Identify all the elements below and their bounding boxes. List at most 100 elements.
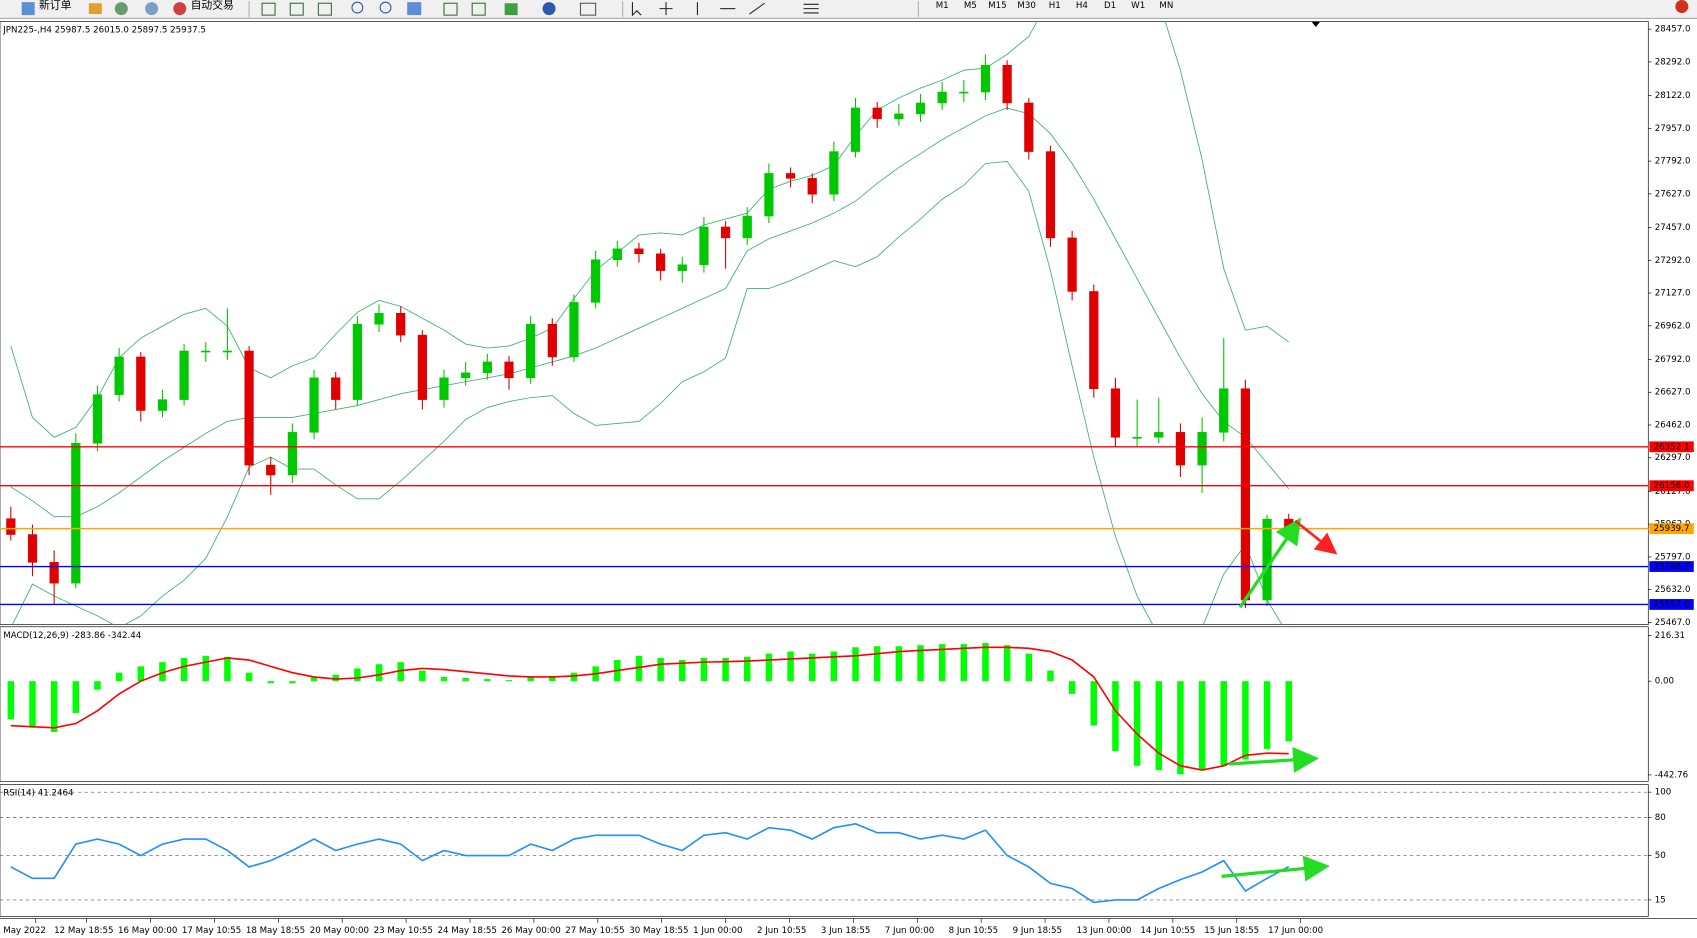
macd-bar [375, 664, 383, 682]
toolbar-icon[interactable] [471, 2, 486, 16]
annotations [1221, 517, 1338, 882]
timeframe-button[interactable]: M30 [1017, 1, 1035, 11]
macd-bar [657, 657, 664, 682]
timeframe-button[interactable]: H1 [1049, 1, 1061, 11]
x-tick-label: 16 May 00:00 [118, 926, 177, 936]
y-tick-label: 216.31 [1655, 631, 1685, 641]
timeframes: M1 M5 M15 M30 H1 H4 D1 W1 MN [936, 1, 1174, 11]
toolbar-icon[interactable] [114, 2, 128, 16]
macd-bar [462, 678, 469, 682]
macd-bar [245, 672, 253, 682]
macd-panel [0, 626, 1649, 782]
auto-trading-button[interactable]: 自动交易 [191, 0, 234, 11]
candle-body [591, 259, 601, 303]
new-order-icon[interactable] [21, 2, 35, 16]
notification-badge[interactable] [1675, 0, 1689, 13]
y-tick-label: 28122.0 [1655, 91, 1691, 101]
candle-body [1219, 388, 1229, 433]
macd-bar [1047, 670, 1054, 682]
candle-body [634, 248, 644, 255]
band-lower [11, 161, 1283, 625]
zoom-out-icon[interactable] [379, 1, 392, 14]
y-tick-label: 27127.0 [1655, 289, 1691, 299]
rsi-panel [0, 784, 1649, 917]
candle-body [136, 356, 146, 411]
macd-bar [1155, 681, 1163, 771]
x-tick-label: 13 Jun 00:00 [1076, 926, 1131, 936]
candle-body [92, 394, 103, 444]
y-tick-label: 27627.0 [1655, 189, 1691, 199]
x-tick-label: 3 Jun 18:55 [821, 926, 870, 936]
timeframe-button[interactable]: M5 [964, 1, 977, 11]
toolbar-bg [0, 0, 1697, 19]
macd-bar [982, 643, 989, 682]
x-tick-label: 2 Jun 10:55 [757, 926, 806, 936]
price-level-tag [1649, 523, 1694, 535]
price-level-label: 26352.1 [1654, 442, 1690, 452]
x-tick-label: 7 Jun 00:00 [885, 926, 934, 936]
band-upper [10, 21, 1289, 438]
candle-body [720, 226, 731, 239]
timeframe-button[interactable]: H4 [1076, 1, 1089, 11]
macd-bar [354, 668, 361, 682]
indicators-icon[interactable] [504, 3, 518, 16]
main-panel [0, 21, 1649, 625]
candle-body [114, 356, 124, 395]
macd-bar [830, 651, 838, 682]
auto-trading-icon[interactable] [173, 2, 187, 16]
macd-bar [115, 672, 123, 682]
macd-bar [1068, 681, 1076, 694]
candle-body [287, 432, 298, 476]
y-tick-label: 27957.0 [1655, 124, 1691, 134]
macd-bar [852, 647, 859, 682]
timeframe-button[interactable]: M15 [988, 1, 1006, 11]
zoom-in-icon[interactable] [351, 1, 364, 14]
timeframe-button[interactable]: W1 [1131, 1, 1145, 11]
new-order-button[interactable]: 新订单 [39, 0, 72, 11]
timeframe-button[interactable]: M1 [936, 1, 949, 11]
candle-body [266, 464, 276, 476]
trendline-icon[interactable] [749, 2, 765, 15]
templates-icon[interactable] [579, 2, 597, 16]
toolbar-icon[interactable] [145, 2, 159, 16]
timeframe-button[interactable]: D1 [1104, 1, 1116, 11]
panel-title: RSI(14) 41.2464 [3, 789, 74, 799]
toolbar-icon[interactable] [261, 2, 276, 16]
cursor-icon[interactable] [631, 2, 642, 17]
y-tick-label: 26962.0 [1655, 321, 1691, 331]
macd-bar [1090, 681, 1098, 726]
toolbar-icon[interactable] [88, 3, 102, 15]
candle-body [807, 178, 817, 195]
candle-body [850, 107, 861, 152]
toolbar-icon[interactable] [289, 2, 304, 16]
x-tick-label: 24 May 18:55 [438, 926, 497, 936]
candle-body [937, 91, 947, 104]
periods-icon[interactable] [542, 2, 556, 16]
candle-body [352, 323, 362, 400]
x-tick-label: 27 May 10:55 [565, 926, 624, 936]
macd-bar [332, 674, 339, 682]
x-tick-label: 15 Jun 18:55 [1204, 926, 1259, 936]
macd-bar [50, 681, 58, 732]
macd-bar [1220, 681, 1227, 766]
macd-bar [484, 679, 491, 682]
band-middle [10, 107, 1290, 518]
toolbar-icon[interactable] [443, 2, 458, 16]
candle-body [439, 377, 449, 400]
toolbar-icon[interactable] [317, 2, 332, 16]
x-tick-label: 9 Jun 18:55 [1013, 926, 1062, 936]
macd-bar [808, 653, 816, 682]
timeframe-button[interactable]: MN [1159, 1, 1173, 11]
crosshair-icon[interactable] [659, 2, 673, 16]
fibo-icon[interactable] [803, 3, 819, 14]
y-tick-label: 28457.0 [1655, 25, 1691, 35]
macd-bar [722, 657, 729, 682]
candle-body [785, 173, 796, 179]
toolbar-icon[interactable] [407, 2, 422, 16]
panel-macd [7, 643, 1292, 775]
panel-title: MACD(12,26,9) -283.86 -342.44 [3, 631, 141, 641]
candle-body [1197, 432, 1207, 466]
